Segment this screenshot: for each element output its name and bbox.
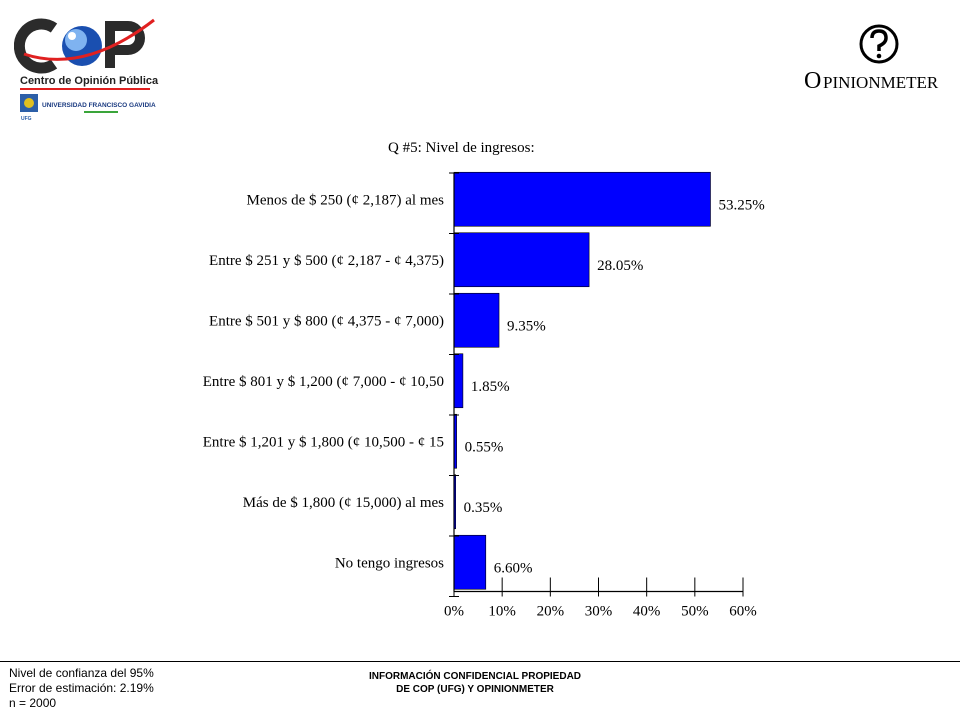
chart-title: Q #5: Nivel de ingresos: — [388, 140, 535, 156]
data-label-6: 6.60% — [494, 560, 533, 576]
bar-0 — [453, 171, 711, 227]
ufg-seal: UFG — [20, 94, 38, 122]
bar-6 — [453, 534, 487, 590]
svg-text:UNIVERSIDAD FRANCISCO GAVIDIA: UNIVERSIDAD FRANCISCO GAVIDIA — [42, 102, 156, 109]
data-labels: 53.25% 28.05% 9.35% 1.85% 0.55% 0.35% 6.60% — [464, 197, 765, 576]
opinionmeter-logo: O PINIONMETER — [804, 24, 939, 92]
confidential-line-1: INFORMACIÓN CONFIDENCIAL PROPIEDAD — [368, 671, 582, 682]
category-label-3: Entre $ 801 y $ 1,200 (¢ 7,000 - ¢ 10,50 — [203, 374, 444, 390]
x-tick-label-1: 10% — [488, 604, 516, 620]
category-label-4: Entre $ 1,201 y $ 1,800 (¢ 10,500 - ¢ 15 — [203, 434, 444, 450]
svg-text:UFG: UFG — [21, 116, 32, 122]
footer-stats: Nivel de confianza del 95% Error de esti… — [9, 666, 154, 711]
data-label-5: 0.35% — [464, 500, 503, 516]
data-label-1: 28.05% — [597, 258, 643, 274]
svg-text:PINIONMETER: PINIONMETER — [823, 73, 939, 92]
category-label-6: No tengo ingresos — [335, 555, 444, 571]
x-tick-label-6: 60% — [729, 604, 757, 620]
svg-text:Centro de Opinión Pública: Centro de Opinión Pública — [20, 75, 159, 87]
bar-1 — [453, 232, 590, 288]
cop-logo: Centro de Opinión Pública UFG UNIVERSIDA… — [14, 18, 159, 122]
bar-chart: Q #5: Nivel de ingresos: Menos de $ 250 … — [203, 140, 765, 620]
data-label-4: 0.55% — [465, 439, 504, 455]
x-tick-label-0: 0% — [444, 604, 464, 620]
question-mark-circle-icon — [859, 24, 899, 64]
sample-size: n = 2000 — [9, 696, 57, 710]
bar-2 — [453, 292, 500, 348]
data-label-0: 53.25% — [718, 197, 764, 213]
data-label-2: 9.35% — [507, 318, 546, 334]
data-label-3: 1.85% — [471, 379, 510, 395]
x-tick-label-2: 20% — [537, 604, 565, 620]
axes: 0% 10% 20% 30% 40% 50% 60% — [444, 172, 757, 620]
svg-text:O: O — [804, 68, 821, 92]
confidence-level: Nivel de confianza del 95% — [9, 666, 154, 680]
footer-divider — [0, 661, 960, 662]
confidential-notice: INFORMACIÓN CONFIDENCIAL PROPIEDAD DE CO… — [330, 670, 620, 696]
bar-3 — [453, 353, 464, 409]
x-tick-label-5: 50% — [681, 604, 709, 620]
margin-of-error: Error de estimación: 2.19% — [9, 681, 154, 695]
category-label-5: Más de $ 1,800 (¢ 15,000) al mes — [243, 495, 444, 511]
bars-layer — [453, 171, 711, 590]
x-tick-label-3: 30% — [585, 604, 613, 620]
x-tick-label-4: 40% — [633, 604, 661, 620]
category-label-1: Entre $ 251 y $ 500 (¢ 2,187 - ¢ 4,375) — [209, 253, 444, 269]
confidential-line-2: DE COP (UFG) Y OPINIONMETER — [396, 684, 554, 695]
cop-wordmark — [14, 18, 155, 74]
category-labels: Menos de $ 250 (¢ 2,187) al mes Entre $ 2… — [203, 192, 444, 571]
category-label-2: Entre $ 501 y $ 800 (¢ 4,375 - ¢ 7,000) — [209, 313, 444, 329]
category-label-0: Menos de $ 250 (¢ 2,187) al mes — [247, 192, 445, 208]
